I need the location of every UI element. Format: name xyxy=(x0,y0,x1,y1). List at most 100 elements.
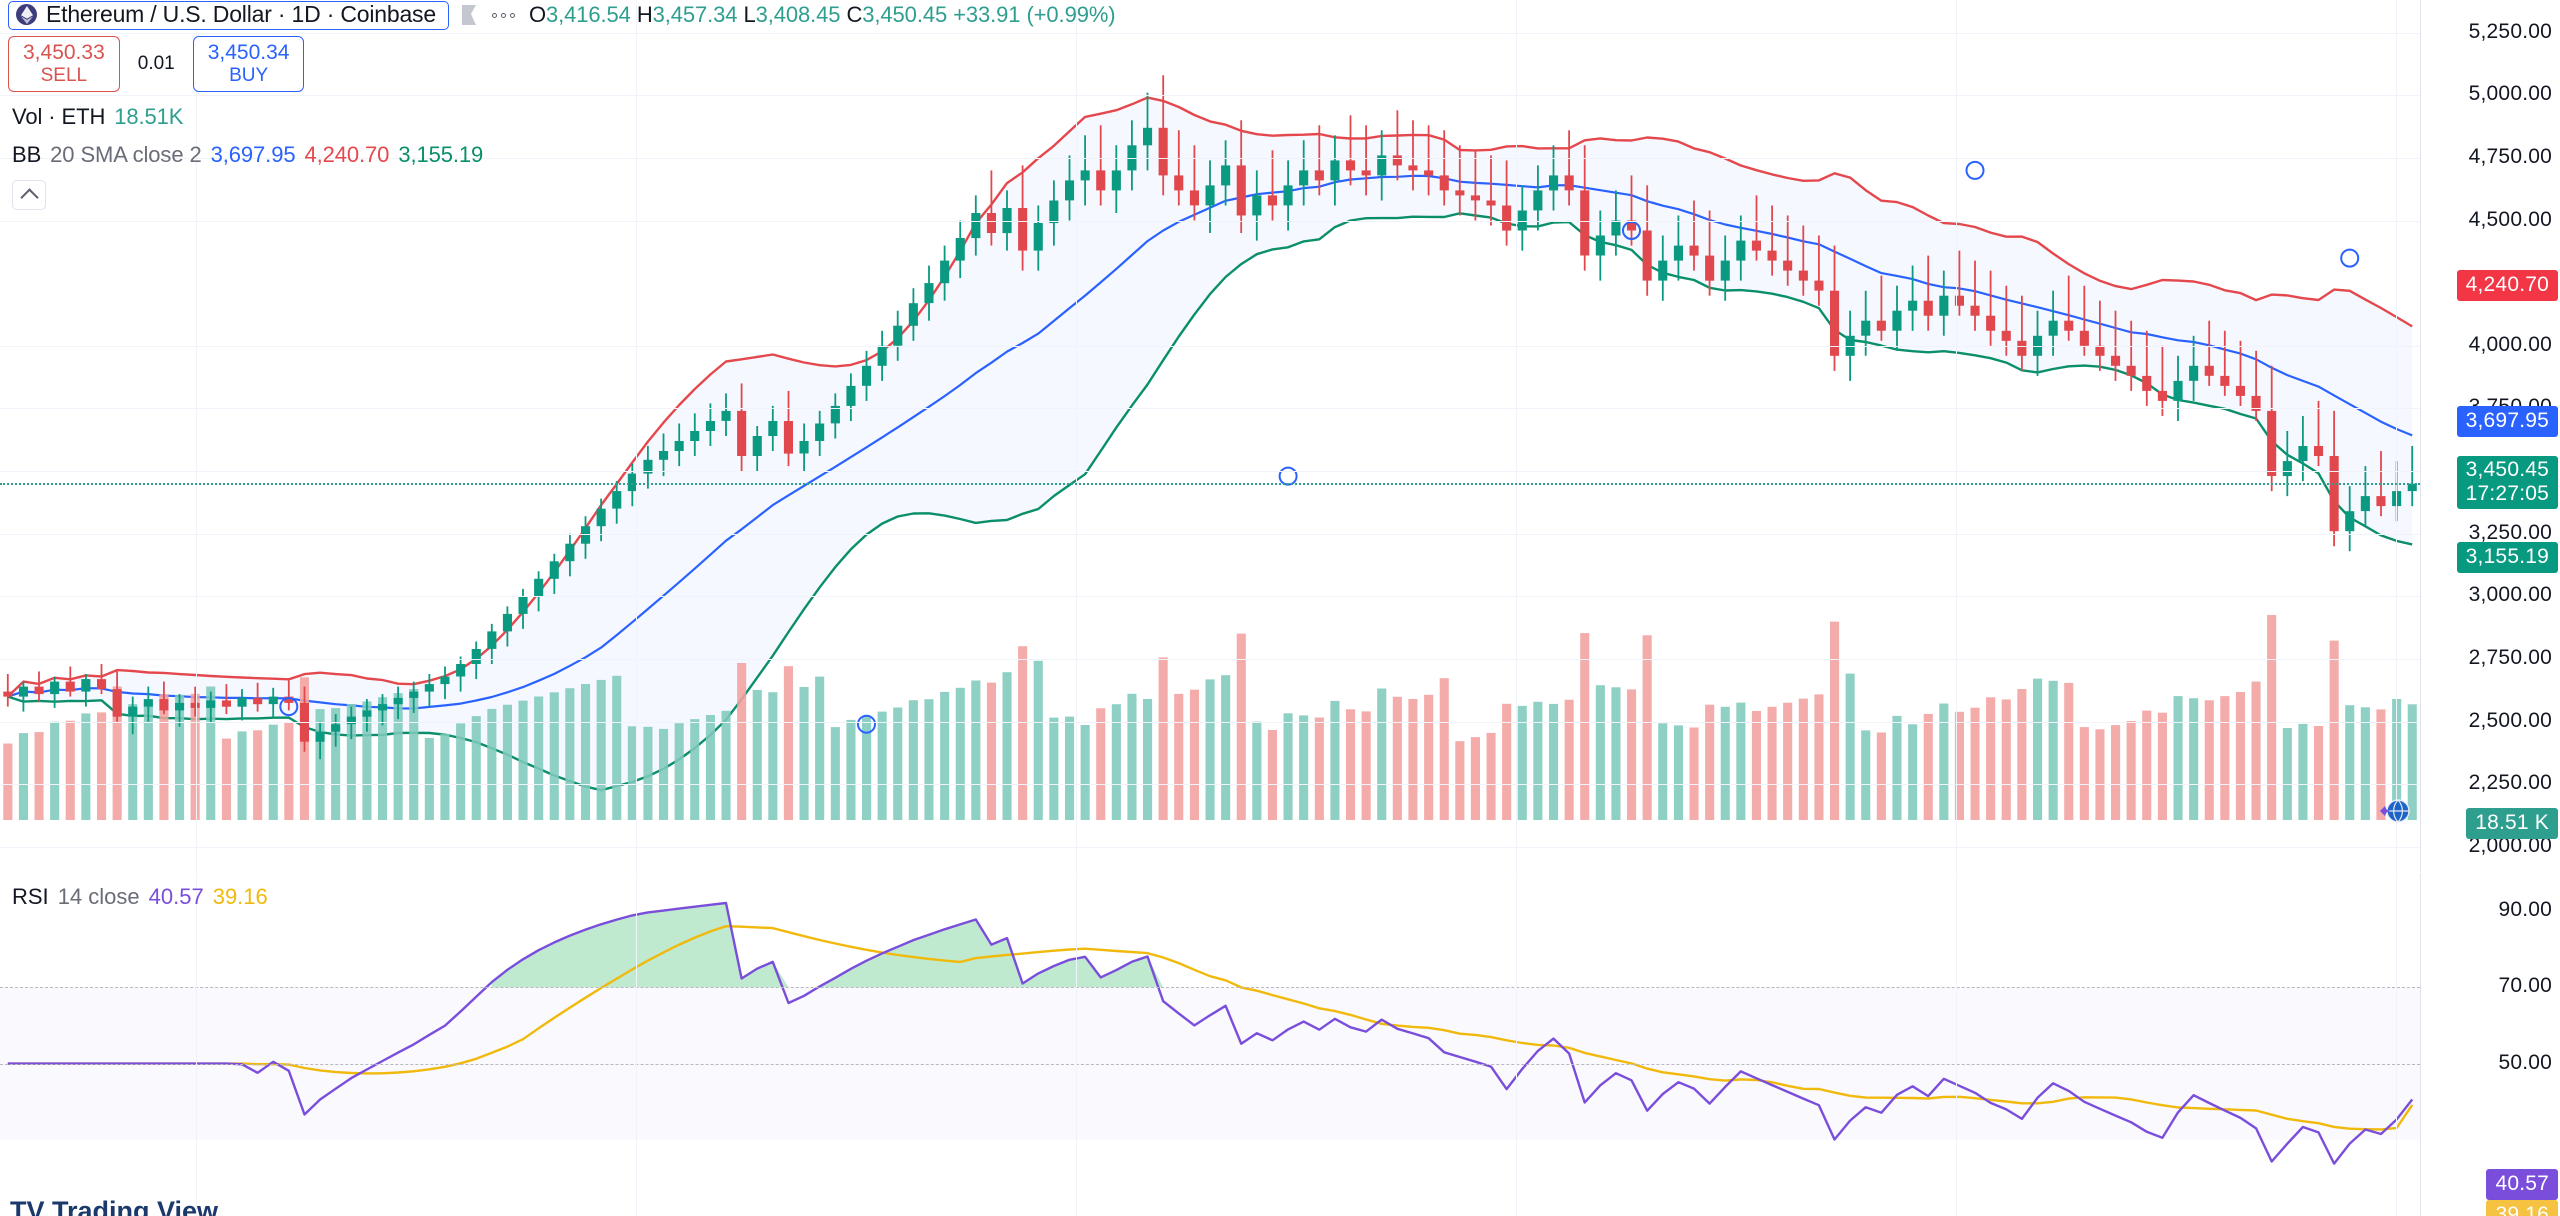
volume-bar xyxy=(424,737,434,820)
candle-body xyxy=(175,702,185,711)
volume-bar xyxy=(1751,711,1761,820)
candle-body xyxy=(955,238,965,261)
candle-body xyxy=(1564,175,1574,191)
rsi-indicator-legend[interactable]: RSI 14 close 40.57 39.16 xyxy=(12,884,268,910)
candle-body xyxy=(1892,310,1902,331)
ethereum-logo xyxy=(16,4,37,25)
candle-body xyxy=(1970,305,1980,316)
candle-body xyxy=(1346,160,1356,171)
volume-badge[interactable]: 18.51 K xyxy=(2466,808,2558,839)
sell-price: 3,450.33 xyxy=(23,41,105,64)
price-axis-tick: 2,250.00 xyxy=(2468,771,2552,795)
rsi-overbought-fill xyxy=(491,903,1164,988)
price-axis[interactable]: 5,250.00 5,000.00 4,750.00 4,500.00 4,000.00… xyxy=(2420,0,2560,872)
trade-buttons-row: 3,450.33 SELL 0.01 3,450.34 BUY xyxy=(0,36,1460,93)
order-marker[interactable] xyxy=(1965,160,1985,180)
candle-body xyxy=(1689,245,1699,256)
buy-price: 3,450.34 xyxy=(207,41,290,64)
volume-bar xyxy=(1908,724,1918,820)
bollinger-lower-line xyxy=(7,212,2413,792)
volume-bar xyxy=(924,699,934,820)
rsi-pane[interactable] xyxy=(0,873,2420,1216)
order-marker[interactable] xyxy=(279,697,299,717)
volume-bar xyxy=(190,693,200,820)
candle-body xyxy=(487,631,497,649)
rsi-axis[interactable]: 90.00 70.00 50.00 40.57 39.16 xyxy=(2420,873,2560,1216)
price-pane[interactable] xyxy=(0,0,2420,872)
rsi-level-line xyxy=(0,987,2420,989)
volume-bar xyxy=(362,701,372,820)
candle-body xyxy=(81,679,91,692)
candle-body xyxy=(1486,200,1496,206)
chart-canvas-area[interactable] xyxy=(0,0,2420,1216)
watermark-label: TV Trading View xyxy=(10,1196,219,1216)
bb-lower-badge[interactable]: 3,155.19 xyxy=(2456,542,2558,574)
candle-body xyxy=(1143,127,1153,146)
candle-body xyxy=(690,431,700,441)
rsi-line xyxy=(7,901,2414,1165)
volume-bar xyxy=(1361,711,1371,820)
volume-bar xyxy=(2235,692,2245,820)
volume-bar xyxy=(65,720,75,820)
volume-bar xyxy=(2033,678,2043,820)
order-marker[interactable] xyxy=(1622,221,1641,240)
candle-body xyxy=(1392,155,1402,166)
volume-bar xyxy=(565,688,575,820)
candle-body xyxy=(424,684,434,692)
bollinger-lower-value: 3,155.19 xyxy=(398,142,484,168)
volume-bar xyxy=(674,723,684,820)
gridline xyxy=(0,659,2420,660)
candle-body xyxy=(799,441,809,454)
gridline xyxy=(0,95,2420,97)
rsi-value-badge[interactable]: 40.57 xyxy=(2486,1169,2558,1200)
candle-body xyxy=(862,365,872,386)
candle-body xyxy=(2048,320,2058,336)
volume-bar xyxy=(1408,699,1418,820)
candle-body xyxy=(1986,315,1996,331)
volume-bar xyxy=(2329,640,2339,820)
buy-button[interactable]: 3,450.34 BUY xyxy=(192,36,305,93)
candle-body xyxy=(237,697,247,707)
collapse-legend-button[interactable] xyxy=(12,180,46,211)
volume-bar xyxy=(1642,635,1652,820)
bb-upper-badge[interactable]: 4,240.70 xyxy=(2456,270,2558,302)
volume-bar xyxy=(783,666,793,820)
volume-bar xyxy=(378,697,388,820)
bb-basis-badge[interactable]: 3,697.95 xyxy=(2456,406,2558,438)
candle-body xyxy=(971,213,981,239)
volume-bar xyxy=(2095,729,2105,820)
volume-bar xyxy=(1986,697,1996,820)
volume-indicator-legend[interactable]: Vol · ETH 18.51K xyxy=(0,104,1460,130)
volume-bar xyxy=(1377,688,1387,820)
candle-body xyxy=(1283,185,1293,206)
gridline xyxy=(0,471,2420,473)
bollinger-indicator-legend[interactable]: BB 20 SMA close 2 3,697.95 4,240.70 3,15… xyxy=(0,142,1460,168)
rsi-ma-badge[interactable]: 39.16 xyxy=(2486,1200,2558,1216)
candle-body xyxy=(1783,260,1793,271)
sell-button[interactable]: 3,450.33 SELL xyxy=(8,36,120,93)
candle-body xyxy=(1658,260,1668,281)
volume-bar xyxy=(1002,672,1012,820)
volume-bar xyxy=(862,715,872,820)
candle-body xyxy=(440,676,450,685)
volume-indicator-name: Vol · ETH xyxy=(12,104,106,130)
volume-bar xyxy=(768,692,778,820)
gridline xyxy=(636,0,637,872)
candle-body xyxy=(1267,195,1277,206)
volume-bar xyxy=(690,719,700,820)
candle-body xyxy=(2111,355,2121,366)
volume-bar xyxy=(34,732,44,820)
order-marker[interactable] xyxy=(2340,248,2360,268)
volume-bar xyxy=(1954,711,1964,820)
symbol-button[interactable]: Ethereum / U.S. Dollar · 1D · Coinbase xyxy=(8,0,449,30)
volume-bar xyxy=(2126,721,2136,820)
ohlc-change: +33.91 xyxy=(953,2,1021,27)
last-price-badge[interactable]: 3,450.45 17:27:05 xyxy=(2456,456,2558,509)
candle-body xyxy=(893,325,903,346)
volume-bar xyxy=(1205,679,1215,820)
candle-body xyxy=(1236,165,1246,216)
candle-body xyxy=(737,410,747,456)
candle-body xyxy=(1502,205,1512,231)
order-marker[interactable] xyxy=(857,714,876,734)
more-options-icon[interactable] xyxy=(491,12,515,18)
